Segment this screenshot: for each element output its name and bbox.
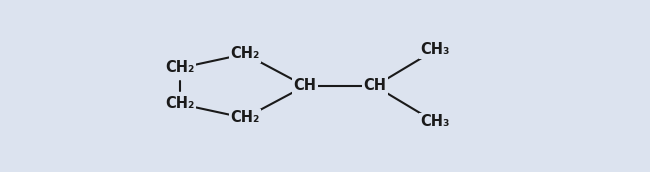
Text: CH₂: CH₂ — [165, 96, 195, 111]
Text: CH₃: CH₃ — [421, 115, 450, 130]
Text: CH₃: CH₃ — [421, 42, 450, 57]
Text: CH₂: CH₂ — [230, 110, 260, 126]
Text: CH₂: CH₂ — [230, 46, 260, 62]
Text: CH: CH — [363, 78, 387, 94]
Text: CH₂: CH₂ — [165, 61, 195, 76]
Text: CH: CH — [294, 78, 317, 94]
